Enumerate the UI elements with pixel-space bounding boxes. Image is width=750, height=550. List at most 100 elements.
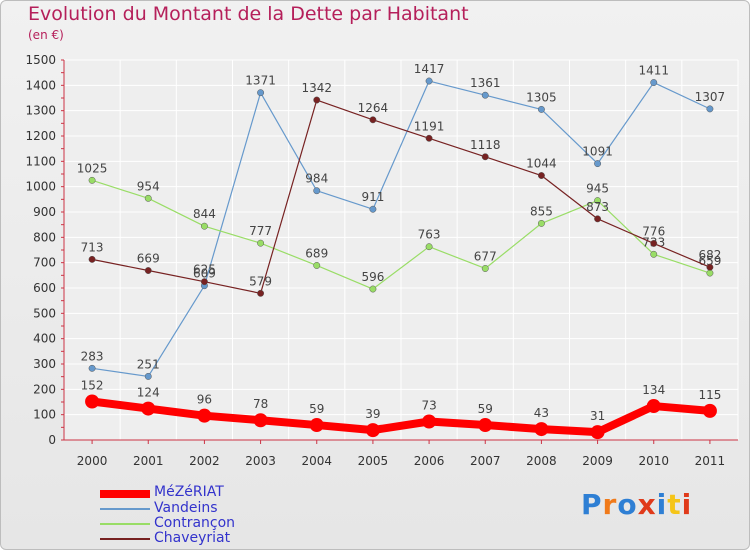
x-tick-label: 2006	[414, 454, 445, 468]
x-tick-label: 2000	[77, 454, 108, 468]
data-label: 78	[253, 397, 268, 411]
data-label: 911	[361, 190, 384, 204]
data-label: 596	[361, 270, 384, 284]
y-tick-label: 1500	[25, 53, 56, 67]
data-label: 609	[193, 267, 216, 281]
data-point	[481, 265, 489, 272]
data-point	[257, 89, 265, 97]
data-label: 59	[478, 402, 493, 416]
data-point	[313, 262, 321, 269]
data-label: 763	[418, 228, 441, 242]
data-label: 873	[586, 200, 609, 214]
data-point	[88, 364, 96, 372]
proxiti-logo: Proxiti	[581, 488, 692, 521]
data-point	[313, 187, 321, 195]
data-label: 124	[137, 386, 160, 400]
x-tick-label: 2011	[695, 454, 726, 468]
data-point	[425, 243, 433, 251]
data-label: 682	[698, 248, 721, 262]
data-label: 1371	[245, 74, 276, 88]
data-point	[88, 255, 96, 263]
y-tick-label: 400	[33, 332, 56, 346]
y-tick-label: 500	[33, 306, 56, 320]
x-tick-label: 2003	[245, 454, 276, 468]
data-point	[650, 239, 658, 247]
data-point	[646, 399, 661, 414]
x-tick-label: 2005	[358, 454, 389, 468]
y-tick-label: 900	[33, 205, 56, 219]
data-label: 1118	[470, 138, 501, 152]
legend-label: MéZéRIAT	[154, 484, 224, 500]
data-point	[650, 250, 658, 258]
y-tick-label: 1200	[25, 129, 56, 143]
data-point	[702, 403, 717, 418]
data-point	[309, 418, 324, 433]
data-point	[706, 105, 714, 113]
data-label: 669	[137, 252, 160, 266]
data-label: 844	[193, 207, 216, 221]
data-point	[144, 267, 152, 274]
data-label: 579	[249, 274, 272, 288]
data-point	[257, 289, 265, 297]
data-point	[537, 172, 545, 179]
data-label: 855	[530, 204, 553, 218]
data-point	[144, 372, 152, 380]
data-label: 1025	[77, 161, 108, 175]
x-tick-label: 2009	[582, 454, 613, 468]
chart-title: Evolution du Montant de la Dette par Hab…	[28, 3, 469, 25]
y-tick-label: 1400	[25, 78, 56, 92]
y-tick-label: 1100	[25, 154, 56, 168]
data-label: 954	[137, 179, 160, 193]
data-label: 1264	[358, 101, 389, 115]
data-point	[590, 425, 605, 440]
data-point	[481, 91, 489, 99]
y-tick-label: 600	[33, 281, 56, 295]
data-point	[594, 197, 602, 205]
data-label: 1091	[582, 145, 613, 159]
data-label: 59	[309, 402, 324, 416]
logo-letter: i	[681, 488, 693, 521]
logo-letter: t	[667, 488, 682, 521]
data-point	[650, 79, 658, 86]
logo-letter: i	[656, 488, 668, 521]
data-point	[365, 423, 380, 438]
y-tick-label: 0	[48, 433, 56, 447]
data-point	[369, 205, 377, 213]
y-tick-label: 1300	[25, 104, 56, 118]
data-point	[85, 394, 100, 409]
logo-letter: r	[602, 488, 618, 521]
data-label: 1191	[414, 119, 445, 133]
series-line	[88, 397, 714, 437]
series-line	[91, 179, 711, 290]
x-tick-label: 2008	[526, 454, 557, 468]
data-point	[257, 239, 265, 247]
data-point	[200, 278, 208, 286]
data-label: 43	[534, 406, 549, 420]
data-label: 96	[197, 393, 212, 407]
data-label: 39	[365, 407, 380, 421]
data-label: 777	[249, 224, 272, 238]
data-point	[534, 422, 549, 437]
data-label: 1342	[301, 81, 332, 95]
data-point	[537, 105, 545, 113]
data-point	[144, 194, 152, 202]
data-label: 1307	[695, 90, 726, 104]
legend-label: Contrançon	[154, 515, 236, 531]
data-label: 713	[81, 240, 104, 254]
x-tick-label: 2010	[638, 454, 669, 468]
x-tick-label: 2004	[301, 454, 332, 468]
y-tick-label: 700	[33, 256, 56, 270]
data-point	[425, 134, 433, 142]
y-tick-label: 200	[33, 382, 56, 396]
logo-letter: P	[581, 488, 603, 521]
logo-letter: o	[617, 488, 638, 521]
data-point	[253, 413, 268, 428]
data-label: 1044	[526, 157, 557, 171]
data-point	[537, 219, 545, 227]
legend-swatch	[100, 523, 150, 525]
x-tick-label: 2001	[133, 454, 164, 468]
data-point	[369, 116, 377, 124]
data-point	[425, 77, 433, 85]
logo-letter: x	[637, 488, 657, 521]
